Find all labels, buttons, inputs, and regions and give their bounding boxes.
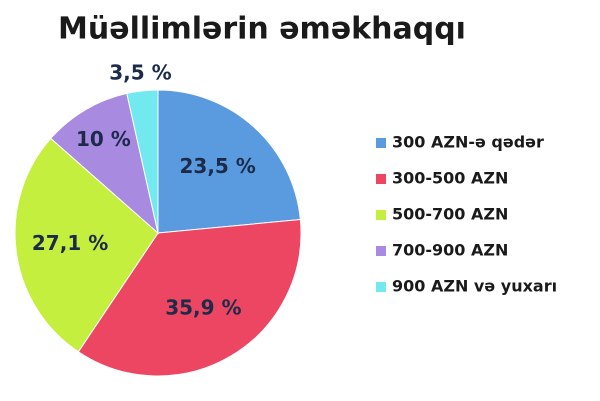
legend-swatch bbox=[376, 138, 386, 148]
chart-title: Müəllimlərin əməkhaqqı bbox=[58, 12, 466, 47]
legend-label: 300-500 AZN bbox=[392, 169, 508, 188]
legend-label: 700-900 AZN bbox=[392, 241, 508, 260]
legend-label: 900 AZN və yuxarı bbox=[392, 277, 557, 296]
legend-label: 300 AZN-ə qədər bbox=[392, 133, 544, 152]
pie-slice bbox=[77, 218, 302, 377]
pie-slice bbox=[14, 137, 159, 353]
legend-label: 500-700 AZN bbox=[392, 205, 508, 224]
pie-slice bbox=[157, 89, 301, 234]
legend-swatch bbox=[376, 282, 386, 292]
value-label: 35,9 % bbox=[165, 296, 241, 320]
pie-slice bbox=[126, 89, 159, 234]
value-label: 3,5 % bbox=[109, 60, 171, 84]
value-label: 23,5 % bbox=[179, 154, 255, 178]
legend-swatch bbox=[376, 246, 386, 256]
pie-slice bbox=[50, 92, 159, 235]
value-label: 27,1 % bbox=[32, 231, 108, 255]
value-label: 10 % bbox=[76, 127, 131, 151]
legend-swatch bbox=[376, 210, 386, 220]
legend-swatch bbox=[376, 174, 386, 184]
